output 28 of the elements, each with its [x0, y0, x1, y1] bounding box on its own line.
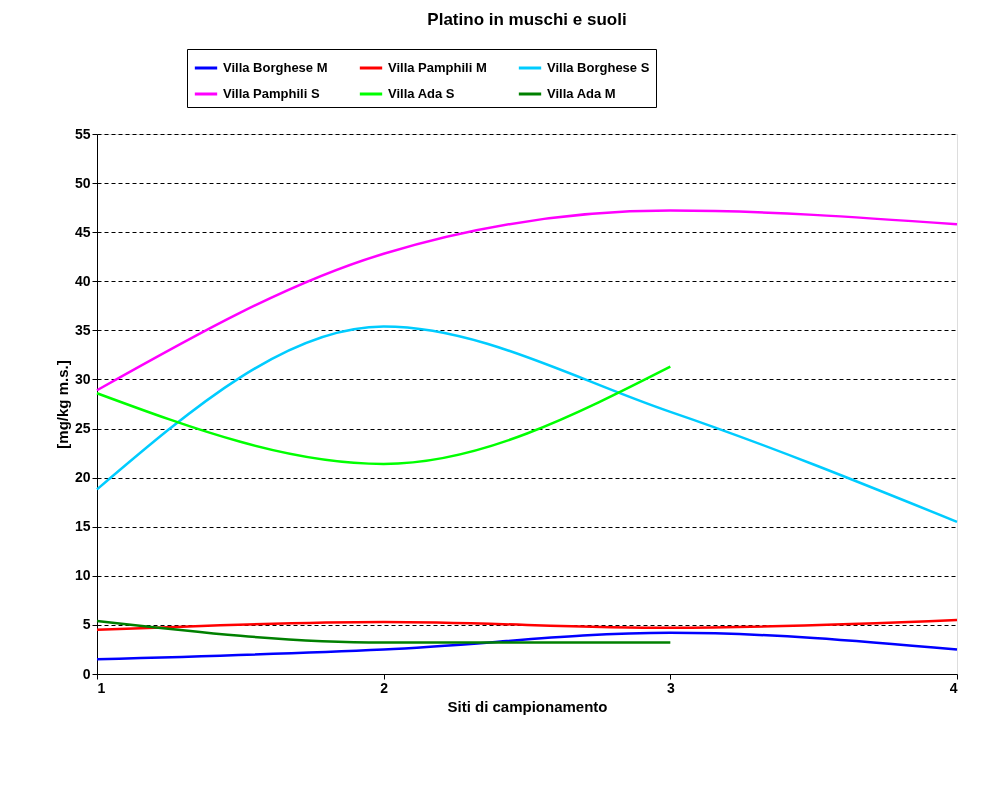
y-tick-label: 10	[74, 567, 91, 584]
y-tick-label: 35	[74, 321, 91, 338]
y-tick-label: 15	[74, 518, 91, 535]
y-tick-label: 30	[74, 370, 91, 387]
x-tick-label: 4	[949, 679, 958, 696]
y-tick-label: 20	[74, 469, 91, 486]
y-tick-label: 5	[82, 616, 91, 633]
x-tick-label: 2	[380, 679, 389, 696]
y-tick-label: 0	[82, 665, 91, 682]
chart-title: Platino in muschi e suoli	[427, 9, 627, 29]
legend-label: Villa Pamphili M	[388, 60, 487, 75]
legend-label: Villa Ada M	[547, 86, 616, 101]
x-tick-label: 1	[97, 679, 106, 696]
y-tick-label: 55	[74, 125, 91, 142]
line-series	[95, 618, 959, 632]
y-tick-label: 45	[74, 223, 91, 240]
y-tick-label: 50	[74, 174, 91, 191]
x-axis-title: Siti di campionamento	[447, 697, 608, 715]
legend-label: Villa Borghese M	[223, 60, 328, 75]
y-tick-label: 40	[74, 272, 91, 289]
legend-label: Villa Borghese S	[547, 60, 650, 75]
line-series	[95, 209, 959, 392]
legend-label: Villa Ada S	[388, 86, 455, 101]
y-axis-title: [mg/kg m.s.]	[53, 360, 71, 449]
y-tick-label: 25	[74, 420, 91, 437]
x-tick-label: 3	[666, 679, 675, 696]
line-series	[95, 325, 959, 524]
legend-label: Villa Pamphili S	[223, 86, 320, 101]
